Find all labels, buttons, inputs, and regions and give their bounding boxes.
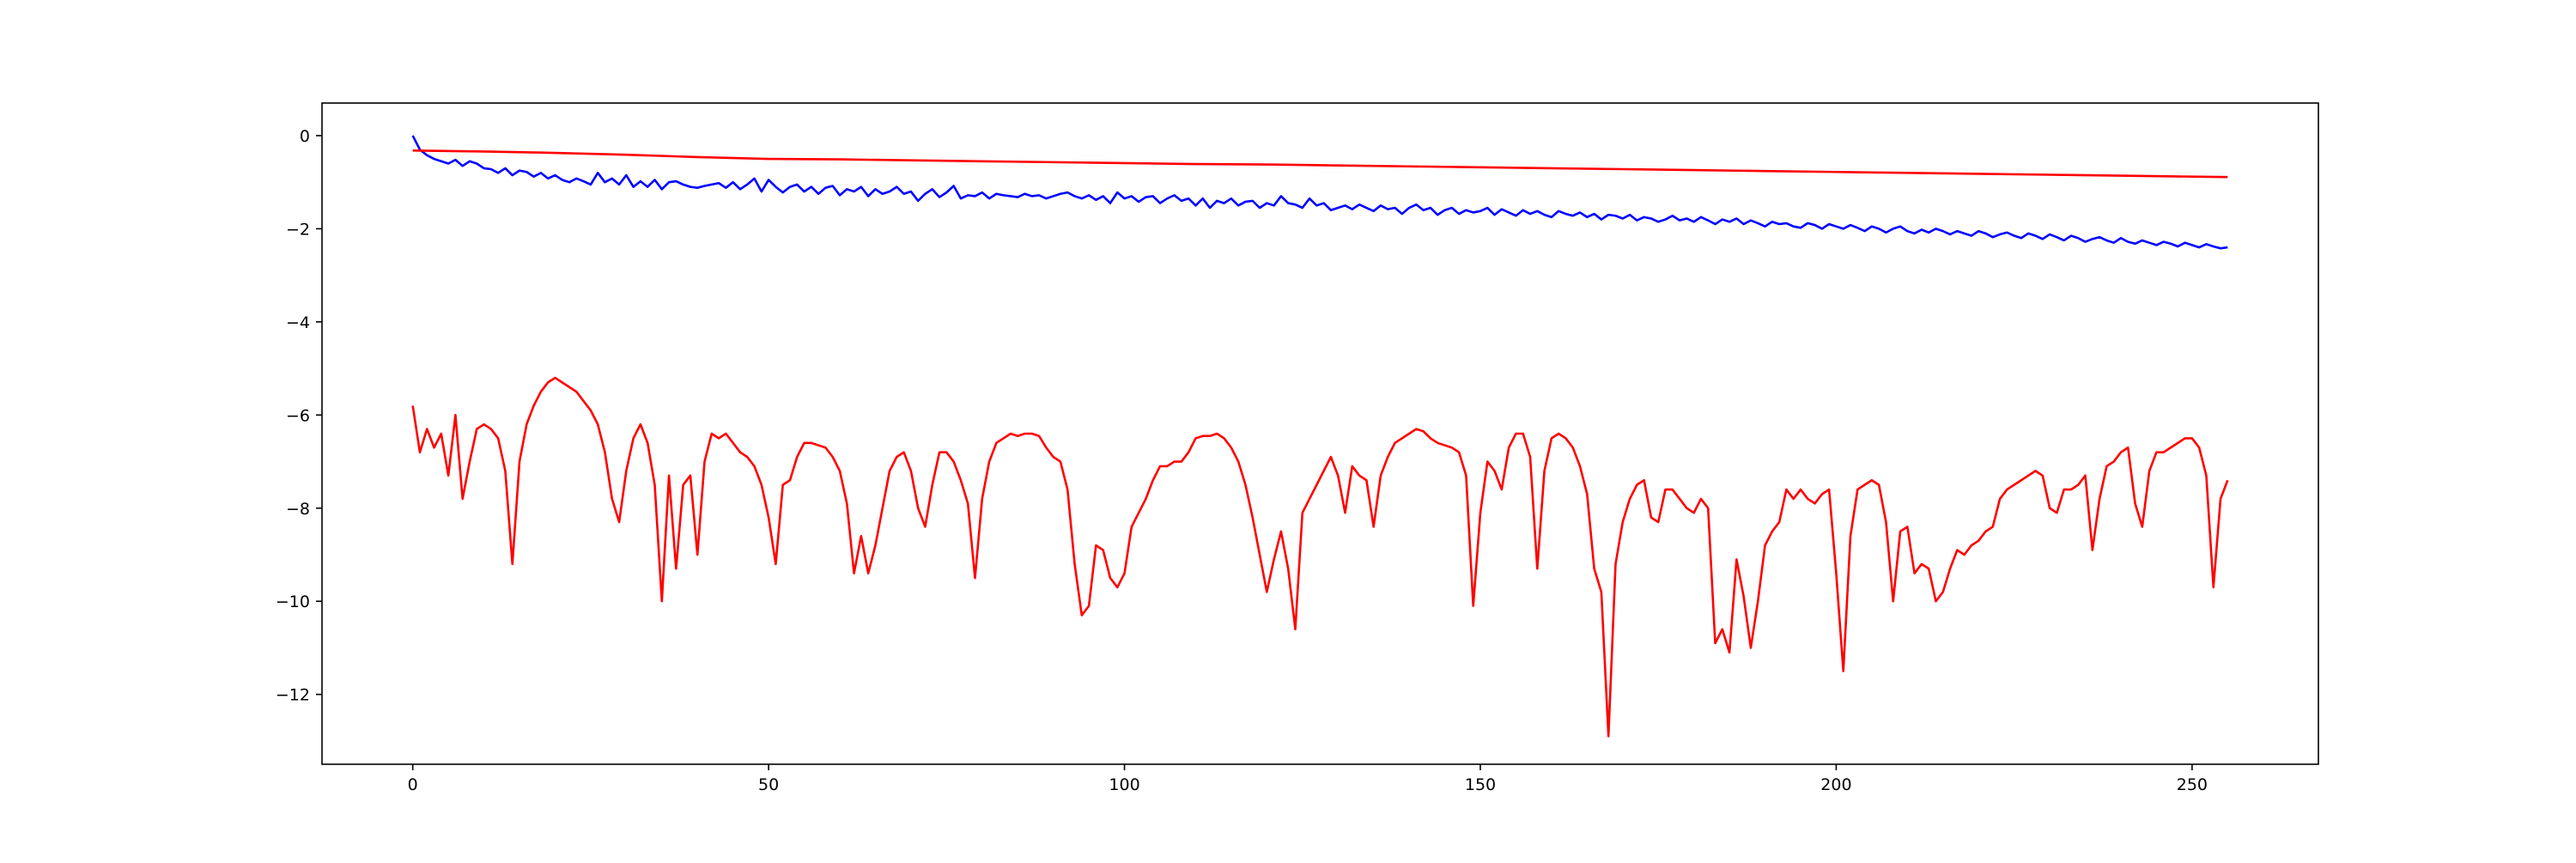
series-layer — [411, 135, 2229, 738]
plot-area — [321, 102, 2319, 765]
y-tick-label: −6 — [286, 406, 310, 425]
x-tick-label: 0 — [408, 775, 418, 794]
y-tick-label: −10 — [276, 593, 310, 611]
y-tick-label: −8 — [286, 500, 310, 519]
x-tick-label: 100 — [1109, 775, 1139, 794]
x-tick-label: 250 — [2177, 775, 2208, 794]
y-tick-label: −2 — [286, 220, 310, 239]
series-line-3 — [411, 376, 2229, 738]
x-tick-label: 200 — [1820, 775, 1851, 794]
y-tick-label: 0 — [300, 127, 310, 146]
series-line-2 — [412, 149, 2228, 179]
series-line-1 — [411, 135, 2228, 250]
x-axis-ticks: 0 50 100 150 200 250 — [408, 764, 2208, 794]
x-tick-label: 150 — [1465, 775, 1496, 794]
x-tick-label: 50 — [758, 775, 779, 794]
y-axis-ticks: 0 −2 −4 −6 −8 −10 −12 — [276, 127, 322, 705]
y-tick-label: −12 — [276, 686, 310, 705]
y-tick-label: −4 — [286, 313, 310, 332]
